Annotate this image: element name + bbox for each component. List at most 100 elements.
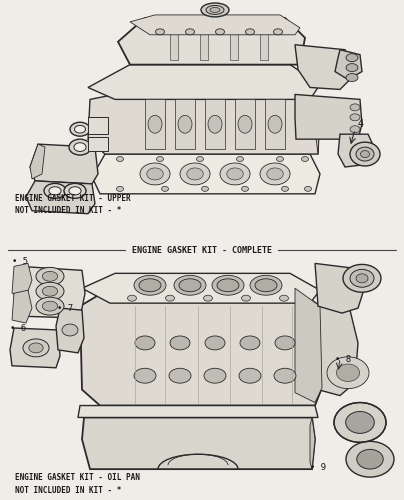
Polygon shape [14,266,85,318]
Ellipse shape [36,297,64,315]
Ellipse shape [260,163,290,185]
Ellipse shape [36,268,64,285]
Polygon shape [205,100,225,149]
Ellipse shape [134,368,156,383]
Text: • 5: • 5 [12,257,28,266]
Text: 4: 4 [358,119,364,129]
Polygon shape [335,50,362,80]
Ellipse shape [178,116,192,133]
Polygon shape [82,418,315,469]
Ellipse shape [350,270,374,287]
Ellipse shape [350,104,360,111]
Polygon shape [88,94,320,154]
Ellipse shape [242,186,248,192]
Polygon shape [12,290,32,323]
Ellipse shape [36,282,64,300]
Polygon shape [88,137,108,151]
Ellipse shape [208,116,222,133]
Ellipse shape [250,276,282,295]
Polygon shape [88,64,320,100]
Text: • 8: • 8 [335,356,351,364]
Ellipse shape [357,450,383,469]
Ellipse shape [166,295,175,301]
Ellipse shape [343,264,381,292]
Ellipse shape [202,186,208,192]
Polygon shape [170,25,178,59]
Ellipse shape [64,184,86,198]
Ellipse shape [116,186,124,192]
Ellipse shape [69,139,91,155]
Ellipse shape [350,142,380,166]
Ellipse shape [185,29,194,35]
Ellipse shape [201,3,229,17]
Text: ENGINE GASKET KIT - COMPLETE: ENGINE GASKET KIT - COMPLETE [127,246,277,255]
Ellipse shape [350,114,360,121]
Polygon shape [295,44,355,90]
Polygon shape [56,308,84,353]
Ellipse shape [346,412,374,434]
Polygon shape [12,264,32,296]
Polygon shape [92,154,320,194]
Polygon shape [26,181,95,214]
Ellipse shape [139,279,161,291]
Polygon shape [88,118,108,134]
Ellipse shape [140,163,170,185]
Ellipse shape [356,147,374,161]
Ellipse shape [238,116,252,133]
Text: • 7: • 7 [57,304,73,312]
Ellipse shape [246,29,255,35]
Polygon shape [200,25,208,59]
Polygon shape [80,288,322,406]
Ellipse shape [346,64,358,72]
Ellipse shape [206,6,224,15]
Ellipse shape [337,364,360,382]
Ellipse shape [42,286,58,296]
Polygon shape [10,328,60,368]
Ellipse shape [135,336,155,350]
Ellipse shape [220,163,250,185]
Ellipse shape [62,324,78,336]
Ellipse shape [305,186,311,192]
Ellipse shape [204,368,226,383]
Ellipse shape [179,279,201,291]
Polygon shape [118,18,305,64]
Ellipse shape [169,368,191,383]
Text: ENGINE GASKET KIT - OIL PAN
NOT INCLUDED IN KIT - *: ENGINE GASKET KIT - OIL PAN NOT INCLUDED… [15,473,140,494]
Ellipse shape [180,163,210,185]
Polygon shape [82,274,320,303]
Text: • 9: • 9 [310,462,326,471]
Polygon shape [230,25,238,59]
Ellipse shape [116,156,124,162]
Ellipse shape [301,156,309,162]
Ellipse shape [217,279,239,291]
Ellipse shape [156,29,164,35]
Polygon shape [175,100,195,149]
Ellipse shape [274,29,282,35]
Polygon shape [30,144,98,184]
Ellipse shape [282,186,288,192]
Ellipse shape [275,336,295,350]
Ellipse shape [239,368,261,383]
Ellipse shape [74,126,86,133]
Polygon shape [145,100,165,149]
Ellipse shape [327,357,369,388]
Polygon shape [30,144,45,179]
Ellipse shape [42,272,58,281]
Ellipse shape [162,186,168,192]
Polygon shape [315,264,365,313]
Ellipse shape [350,126,360,132]
Ellipse shape [42,301,58,311]
Ellipse shape [174,276,206,295]
Ellipse shape [360,150,370,158]
Polygon shape [318,303,358,396]
Ellipse shape [210,8,220,12]
Ellipse shape [204,295,213,301]
Polygon shape [295,94,320,154]
Ellipse shape [242,295,250,301]
Ellipse shape [187,168,203,180]
Polygon shape [338,134,375,167]
Ellipse shape [255,279,277,291]
Ellipse shape [346,442,394,477]
Ellipse shape [274,368,296,383]
Ellipse shape [148,116,162,133]
